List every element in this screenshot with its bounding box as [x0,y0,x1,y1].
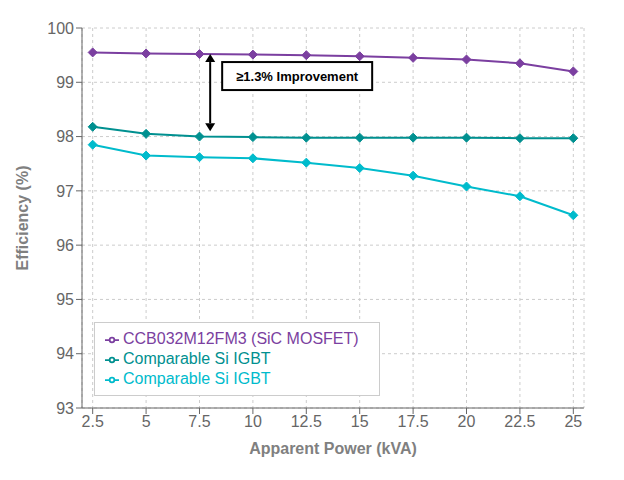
svg-text:25: 25 [564,413,582,430]
svg-text:100: 100 [47,20,74,37]
svg-text:98: 98 [56,128,74,145]
svg-text:12.5: 12.5 [291,413,322,430]
svg-text:95: 95 [56,291,74,308]
svg-text:96: 96 [56,237,74,254]
html-text:Comparable Si IGBT: Comparable Si IGBT [123,370,271,387]
html-text:CCB032M12FM3 (SiC MOSFET): CCB032M12FM3 (SiC MOSFET) [123,330,359,347]
svg-text:2.5: 2.5 [82,413,104,430]
svg-text:7.5: 7.5 [188,413,210,430]
svg-text:10: 10 [244,413,262,430]
svg-text:20: 20 [458,413,476,430]
svg-text:15: 15 [351,413,369,430]
svg-text:93: 93 [56,400,74,417]
html-text:Comparable Si IGBT: Comparable Si IGBT [123,350,271,367]
svg-text:5: 5 [142,413,151,430]
svg-text:94: 94 [56,345,74,362]
svg-text:22.5: 22.5 [504,413,535,430]
svg-text:Apparent Power (kVA): Apparent Power (kVA) [249,440,417,457]
svg-text:97: 97 [56,183,74,200]
svg-text:99: 99 [56,74,74,91]
svg-text:≥1.3% Improvement: ≥1.3% Improvement [236,69,359,84]
svg-text:Efficiency (%): Efficiency (%) [14,166,31,271]
svg-text:17.5: 17.5 [398,413,429,430]
